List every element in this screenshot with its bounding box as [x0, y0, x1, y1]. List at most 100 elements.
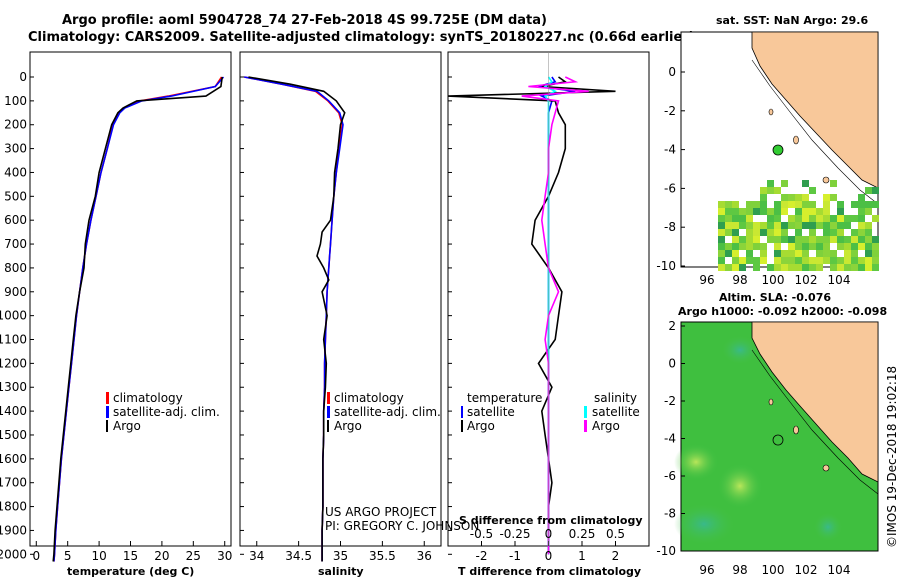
sst-pixel	[718, 250, 725, 257]
sst-pixel	[732, 208, 739, 215]
depth-tick-label: 1000	[0, 309, 27, 323]
isobath	[751, 59, 879, 205]
sst-pixel	[823, 222, 830, 229]
series-line-temperature-argo	[447, 76, 616, 555]
sst-pixel	[781, 236, 788, 243]
sst-pixel	[774, 243, 781, 250]
depth-tick-label: 1400	[0, 404, 27, 418]
sla-map-lat-ticks: 2 0 -2 -4 -6 -8 -10	[656, 319, 685, 558]
sst-pixel	[767, 222, 774, 229]
sst-pixel	[774, 236, 781, 243]
sst-pixel	[816, 264, 823, 271]
sst-pixel	[725, 243, 732, 250]
island	[822, 176, 830, 184]
difference-xlabel: T difference from climatology	[458, 565, 641, 578]
sst-pixel	[858, 201, 865, 208]
legend-label-satellite: satellite-adj. clim.	[113, 405, 220, 419]
sst-pixel	[781, 194, 788, 201]
temperature-chart: 0 5 10 15 20 25 30	[32, 76, 232, 563]
x-tick-label: 15	[123, 549, 138, 563]
sst-pixel	[725, 264, 732, 271]
lon-tick-label: 98	[732, 563, 747, 577]
series-line-climatology	[53, 76, 223, 562]
x-tick-label: 20	[154, 549, 169, 563]
series-line-argo	[52, 76, 223, 562]
sst-pixel	[816, 222, 823, 229]
sst-pixel	[816, 257, 823, 264]
x-tick-label: 10	[91, 549, 106, 563]
sst-pixel	[872, 257, 879, 264]
sst-pixel	[725, 222, 732, 229]
isobath	[751, 349, 879, 495]
series-line-climatology	[244, 76, 344, 562]
sst-pixel	[739, 215, 746, 222]
sst-pixel	[753, 229, 760, 236]
lat-tick-label: -10	[656, 544, 676, 558]
sst-pixel	[830, 215, 837, 222]
depth-tick-label: 100	[4, 94, 27, 108]
sst-pixel	[767, 229, 774, 236]
sst-pixel	[753, 222, 760, 229]
sst-pixel	[795, 264, 802, 271]
sst-pixel	[788, 201, 795, 208]
sst-pixel	[851, 250, 858, 257]
sst-pixel	[788, 236, 795, 243]
sst-pixel	[795, 257, 802, 264]
sst-pixel	[725, 201, 732, 208]
lat-tick-label: -4	[664, 143, 676, 157]
sst-pixel	[739, 236, 746, 243]
sst-pixel	[823, 194, 830, 201]
sst-pixel	[830, 257, 837, 264]
title-line-2: Climatology: CARS2009. Satellite-adjuste…	[28, 30, 695, 45]
sst-pixel	[802, 194, 809, 201]
sla-map-title-1: Altim. SLA: -0.076	[719, 291, 831, 304]
sst-pixel	[760, 187, 767, 194]
sst-pixel	[760, 243, 767, 250]
sst-pixel	[851, 215, 858, 222]
legend-swatch-argo	[327, 420, 329, 432]
sst-pixel	[802, 243, 809, 250]
sst-pixel	[851, 243, 858, 250]
legend-swatch-sal-satellite	[584, 406, 587, 418]
sst-pixel	[774, 187, 781, 194]
sst-pixel	[795, 250, 802, 257]
legend-label-sal-argo: Argo	[592, 419, 620, 433]
lat-tick-label: 0	[668, 65, 676, 79]
sst-pixel	[774, 250, 781, 257]
sst-pixel	[816, 236, 823, 243]
sst-pixel	[872, 215, 879, 222]
legend-label-climatology: climatology	[334, 391, 404, 405]
sst-pixel	[781, 264, 788, 271]
sst-pixel	[823, 236, 830, 243]
sst-pixel	[739, 257, 746, 264]
sst-pixel	[795, 229, 802, 236]
sst-pixel	[760, 208, 767, 215]
temperature-xlabel: temperature (deg C)	[67, 565, 194, 578]
sst-pixel	[788, 222, 795, 229]
island	[768, 108, 774, 116]
sst-pixel	[872, 187, 879, 194]
x-tick-label: 34.5	[285, 549, 312, 563]
series-line-salinity-argo	[521, 76, 589, 555]
sst-pixel	[774, 215, 781, 222]
lat-tick-label: -2	[664, 394, 676, 408]
sst-pixel	[753, 236, 760, 243]
sst-pixel	[767, 236, 774, 243]
s-tick-label: 0.5	[606, 527, 625, 541]
sst-pixel	[774, 208, 781, 215]
sst-pixel	[760, 222, 767, 229]
island	[793, 425, 799, 435]
series-line-satellite-adj-clim-	[244, 76, 344, 562]
s-tick-label: -0.5	[470, 527, 493, 541]
sst-pixel	[809, 187, 816, 194]
depth-tick-label: 1100	[0, 333, 27, 347]
s-tick-label: -0.25	[499, 527, 530, 541]
sst-pixel	[732, 236, 739, 243]
sst-pixel	[781, 229, 788, 236]
legend-label-satellite: satellite-adj. clim.	[334, 405, 441, 419]
sst-pixel	[816, 208, 823, 215]
lat-tick-label: -6	[664, 469, 676, 483]
difference-chart: -2 -1 0 1 2	[447, 52, 619, 563]
series-line-salinity-satellite	[543, 76, 558, 555]
sst-pixel	[830, 229, 837, 236]
